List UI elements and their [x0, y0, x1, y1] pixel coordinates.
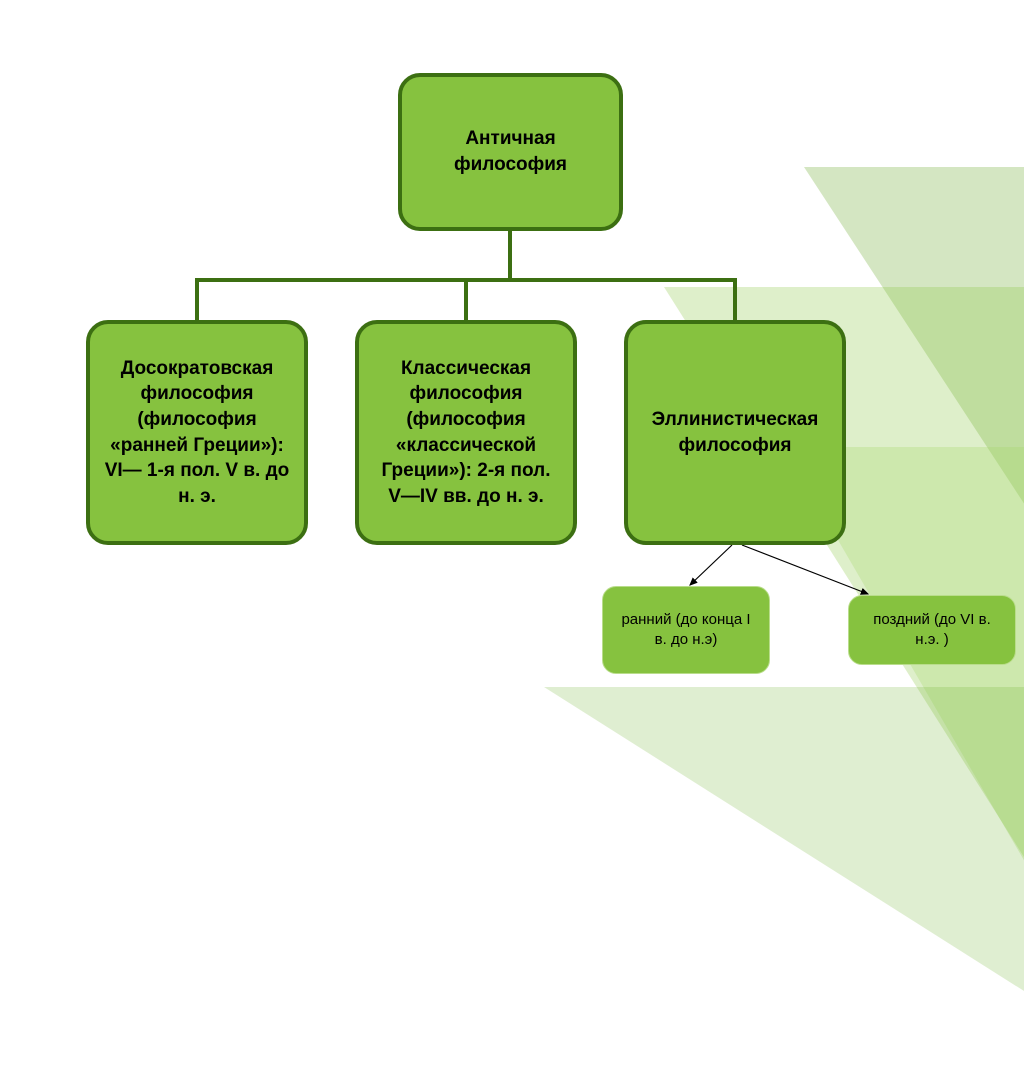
diagram-stage: Античная философия Досократовская филосо… — [0, 0, 1024, 767]
child-node-3-label: Эллинистическая философия — [642, 407, 828, 458]
child-node-2-label: Классическая философия (философия «класс… — [373, 356, 559, 510]
child-node-1: Досократовская философия (философия «ран… — [86, 320, 308, 545]
child-node-1-label: Досократовская философия (философия «ран… — [104, 356, 290, 510]
leaf-node-1-label: ранний (до конца I в. до н.э) — [617, 610, 755, 651]
root-node: Античная философия — [398, 73, 623, 231]
leaf-node-2-label: поздний (до VI в. н.э. ) — [863, 610, 1001, 651]
child-node-2: Классическая философия (философия «класс… — [355, 320, 577, 545]
leaf-node-1: ранний (до конца I в. до н.э) — [602, 586, 770, 674]
child-node-3: Эллинистическая философия — [624, 320, 846, 545]
root-node-label: Античная философия — [416, 126, 605, 177]
leaf-node-2: поздний (до VI в. н.э. ) — [848, 595, 1016, 665]
